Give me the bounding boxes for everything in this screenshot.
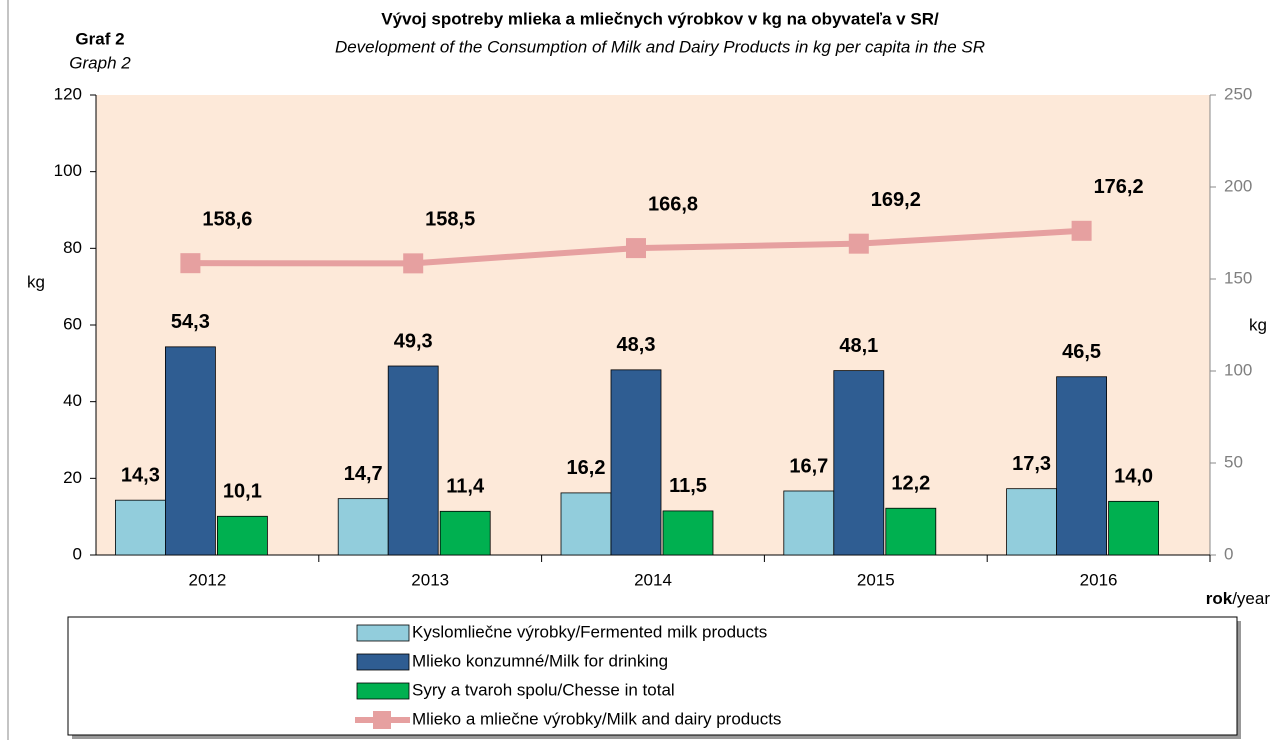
data-label: 16,7	[789, 455, 828, 477]
legend-marker	[373, 711, 391, 729]
legend-label: Mlieko konzumné/Milk for drinking	[412, 651, 668, 670]
y-tick-label: 20	[63, 468, 82, 487]
chart-title: Vývoj spotreby mlieka a mliečnych výrobk…	[381, 9, 939, 28]
line-marker	[1071, 220, 1092, 241]
legend-label: Syry a tvaroh spolu/Chesse in total	[412, 680, 675, 699]
x-axis-label: rok/year	[1206, 589, 1271, 608]
x-axis-label-bold: rok	[1206, 589, 1233, 608]
y2-tick-label: 250	[1224, 84, 1252, 103]
y-tick-label: 60	[63, 314, 82, 333]
bar	[1006, 488, 1057, 556]
bar	[1056, 376, 1107, 556]
graph-label: Graf 2	[75, 29, 124, 48]
bar	[833, 370, 885, 556]
data-label: 10,1	[223, 481, 262, 503]
data-label: 49,3	[394, 330, 433, 352]
bar	[115, 499, 166, 556]
bar	[439, 510, 491, 556]
data-label: 169,2	[871, 189, 921, 211]
y-tick-label: 100	[54, 161, 82, 180]
x-tick-label: 2015	[857, 570, 895, 589]
y2-tick-label: 0	[1224, 544, 1233, 563]
bar	[783, 490, 835, 556]
data-label: 17,3	[1012, 453, 1051, 475]
legend	[67, 616, 1238, 736]
y-tick-label: 0	[73, 544, 82, 563]
y2-tick-label: 150	[1224, 268, 1252, 287]
data-label: 11,4	[446, 476, 485, 498]
bar	[885, 507, 937, 556]
bar	[216, 515, 268, 556]
bar	[610, 369, 662, 556]
line-marker	[403, 253, 424, 274]
legend-label: Mlieko a mliečne výrobky/Milk and dairy …	[412, 709, 781, 728]
legend-swatch	[356, 682, 410, 700]
y-tick-label: 40	[63, 391, 82, 410]
data-label: 176,2	[1094, 176, 1144, 198]
line-marker	[180, 253, 201, 274]
y2-axis-label: kg	[1249, 315, 1267, 334]
data-label: 158,6	[202, 208, 252, 230]
x-tick-label: 2014	[634, 570, 672, 589]
x-tick-label: 2012	[188, 570, 226, 589]
data-label: 11,5	[669, 475, 707, 497]
line-marker	[626, 238, 646, 259]
bar	[164, 346, 216, 556]
y-axis-label: kg	[27, 272, 45, 291]
y-tick-label: 80	[63, 238, 82, 257]
bar	[337, 498, 389, 556]
y2-tick-label: 100	[1224, 360, 1252, 379]
graph-label-en: Graph 2	[69, 53, 131, 72]
bar	[560, 492, 612, 556]
data-label: 16,2	[567, 457, 606, 479]
legend-label: Kyslomliečne výrobky/Fermented milk prod…	[412, 622, 767, 641]
data-label: 158,5	[425, 209, 475, 231]
y2-tick-label: 50	[1224, 452, 1243, 471]
legend-swatch	[356, 624, 410, 642]
data-label: 12,2	[891, 473, 930, 495]
data-label: 166,8	[648, 193, 698, 215]
data-label: 54,3	[171, 311, 210, 333]
data-label: 46,5	[1062, 341, 1101, 363]
bar	[387, 365, 439, 556]
data-label: 48,1	[839, 335, 878, 357]
data-label: 48,3	[617, 334, 656, 356]
data-label: 14,0	[1114, 466, 1153, 488]
data-label: 14,7	[344, 463, 383, 485]
x-axis-label-rest: /year	[1232, 589, 1270, 608]
y-tick-label: 120	[54, 84, 82, 103]
data-label: 14,3	[121, 464, 160, 486]
chart-subtitle: Development of the Consumption of Milk a…	[335, 37, 985, 56]
y2-tick-label: 200	[1224, 176, 1252, 195]
bar	[662, 510, 714, 556]
legend-swatch	[356, 653, 410, 671]
line-marker	[848, 233, 869, 254]
x-tick-label: 2013	[411, 570, 449, 589]
x-tick-label: 2016	[1080, 570, 1118, 589]
bar	[1108, 500, 1159, 556]
